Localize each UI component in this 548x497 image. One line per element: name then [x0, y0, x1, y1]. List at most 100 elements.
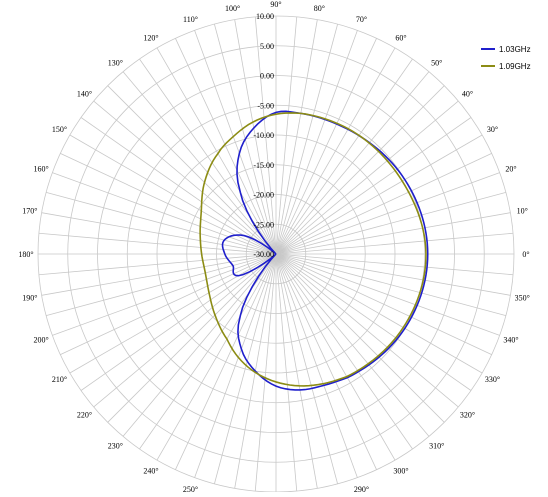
grid-spoke [156, 47, 277, 255]
legend-label: 1.03GHz [499, 45, 531, 54]
grid-spoke [275, 58, 413, 255]
angle-tick-label: 300° [393, 467, 408, 476]
angle-tick-label: 20° [505, 164, 516, 173]
angle-tick-label: 220° [77, 411, 92, 420]
grid-spoke [69, 134, 277, 255]
grid-spoke [175, 253, 277, 470]
radial-tick-label: -25.00 [253, 220, 274, 229]
grid-spoke [41, 212, 277, 255]
angle-tick-label: 60° [395, 33, 406, 42]
legend-label: 1.09GHz [499, 62, 531, 71]
angle-tick-label: 310° [429, 442, 444, 451]
grid-spoke [194, 30, 277, 255]
grid-spoke [275, 253, 506, 316]
grid-spoke [275, 30, 358, 255]
angle-tick-label: 240° [143, 467, 158, 476]
grid-spoke [275, 192, 506, 255]
legend: 1.03GHz 1.09GHz [481, 45, 531, 71]
angle-tick-label: 330° [485, 375, 500, 384]
angle-tick-label: 80° [314, 4, 325, 13]
angle-tick-label: 190° [22, 293, 37, 302]
angle-tick-label: 70° [356, 15, 367, 24]
grid-spoke [41, 253, 277, 296]
radial-tick-label: -30.00 [253, 250, 274, 259]
radial-tick-label: -5.00 [257, 101, 274, 110]
grid-spoke [52, 172, 277, 255]
angle-tick-label: 250° [183, 485, 198, 492]
grid-spoke [275, 253, 338, 484]
grid-spoke [38, 232, 277, 255]
grid-spoke [122, 71, 277, 255]
angle-tick-label: 130° [108, 58, 123, 67]
angle-tick-label: 320° [460, 411, 475, 420]
angle-tick-label: 50° [431, 58, 442, 67]
angle-tick-label: 10° [517, 207, 528, 216]
angle-tick-label: 340° [503, 336, 518, 345]
grid-spoke [38, 253, 277, 276]
angle-tick-label: 290° [354, 485, 369, 492]
grid-spoke [275, 253, 483, 374]
radial-tick-label: -15.00 [253, 161, 274, 170]
grid-spoke [60, 253, 277, 355]
grid-spoke [93, 100, 277, 255]
grid-spoke [46, 192, 277, 255]
radial-tick-label: -20.00 [253, 191, 274, 200]
grid-spoke [275, 253, 298, 492]
grid-spoke [275, 134, 483, 255]
angle-tick-label: 140° [77, 89, 92, 98]
angle-tick-label: 0° [522, 250, 529, 259]
grid-spoke [93, 253, 277, 408]
grid-spoke [254, 16, 277, 255]
grid-spoke [275, 117, 472, 255]
grid-spoke [275, 253, 358, 478]
grid-spoke [275, 24, 338, 255]
angle-tick-label: 100° [225, 4, 240, 13]
series-lines [199, 110, 429, 391]
grid-spoke [80, 117, 277, 255]
grid-spoke [156, 253, 277, 461]
angle-tick-label: 120° [143, 33, 158, 42]
grid-spoke [275, 38, 377, 255]
angle-tick-label: 350° [515, 293, 530, 302]
grid-spoke [107, 85, 277, 255]
grid-spoke [275, 253, 445, 423]
grid-spoke [275, 253, 377, 470]
grid-spoke [275, 153, 492, 255]
grid-spoke [275, 253, 396, 461]
angle-tick-label: 30° [487, 125, 498, 134]
angle-tick-label: 210° [52, 375, 67, 384]
grid-spoke [275, 253, 430, 437]
grid-spoke [275, 212, 511, 255]
radial-tick-label: -10.00 [253, 131, 274, 140]
grid-spoke [107, 253, 277, 423]
grid-spoke [275, 253, 459, 408]
grid-spoke [275, 232, 514, 255]
grid-spoke [275, 172, 500, 255]
grid-spoke [275, 253, 514, 276]
radial-tick-label: 0.00 [260, 72, 274, 81]
angle-tick-label: 180° [18, 250, 33, 259]
angle-tick-label: 110° [183, 15, 198, 24]
grid-spoke [275, 253, 500, 336]
angle-tick-label: 150° [52, 125, 67, 134]
grid-spoke [122, 253, 277, 437]
grid-spoke [214, 253, 277, 484]
grid-spoke [275, 47, 396, 255]
grid-spoke [275, 19, 318, 255]
grid-spoke [275, 253, 492, 355]
angle-tick-labels: 0° 10° 20° 30° 40° 50° 60° 70° 80° 90° 100° 110° 120… [18, 0, 530, 497]
angle-tick-label: 170° [22, 207, 37, 216]
grid-spoke [194, 253, 277, 478]
grid-spoke [275, 71, 430, 255]
grid-spoke [254, 253, 277, 492]
grid-spoke [46, 253, 277, 316]
series-line-1.09GHz [199, 112, 427, 387]
grid-spoke [60, 153, 277, 255]
radial-tick-label: 10.00 [256, 12, 274, 21]
grid-spoke [275, 253, 413, 450]
grid-spoke [275, 85, 445, 255]
grid-spoke [275, 16, 298, 255]
grid-spoke [275, 100, 459, 255]
grid-spoke [275, 253, 472, 391]
